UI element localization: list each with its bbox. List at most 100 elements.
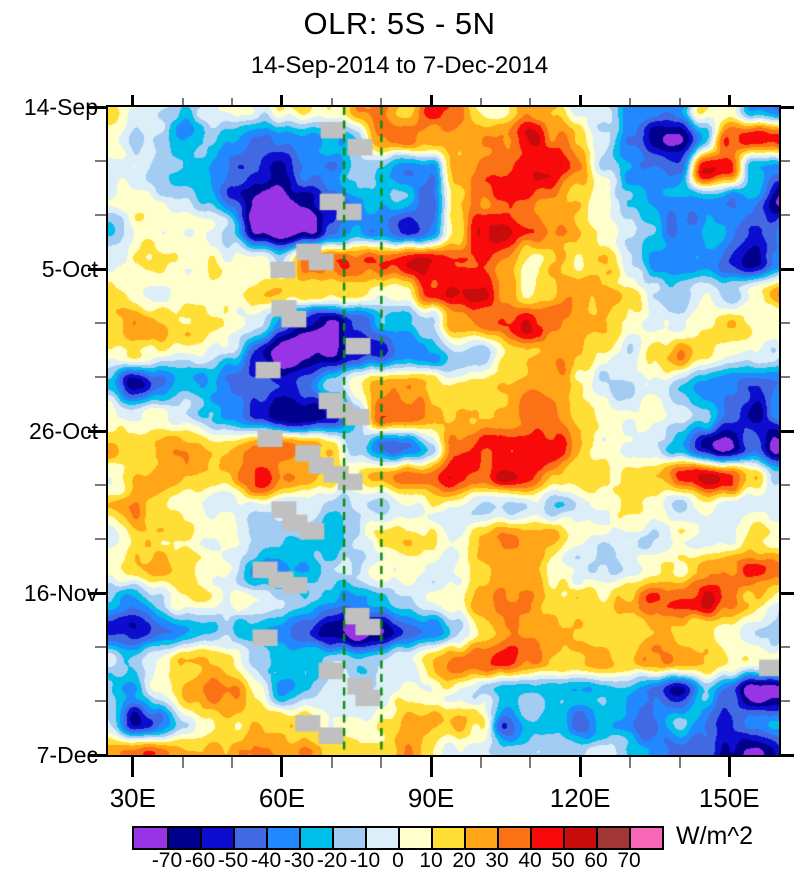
major-tick [88,429,106,433]
colorbar-units-label: W/m^2 [676,822,754,850]
colorbar-cell [464,828,497,848]
colorbar-cell [365,828,398,848]
colorbar-cell [299,828,332,848]
colorbar-tick-label: -70 [151,849,183,869]
minor-tick [781,160,790,162]
minor-tick [479,98,482,105]
minor-tick [781,538,790,540]
minor-tick [181,757,184,768]
major-tick [88,591,106,595]
colorbar [132,826,664,850]
minor-tick [95,160,106,162]
minor-tick [529,98,532,105]
minor-tick [95,700,106,702]
x-tick-label: 120E [549,783,611,813]
minor-tick [781,700,790,702]
y-tick-label: 16-Nov [23,580,98,606]
y-tick-label: 5-Oct [41,256,98,282]
major-tick [88,267,106,271]
colorbar-cell [233,828,266,848]
minor-tick [95,214,106,216]
x-tick-label: 30E [109,783,156,813]
colorbar-tick-label: -50 [217,849,249,869]
colorbar-cell [497,828,530,848]
major-tick [88,105,106,109]
major-tick [88,753,106,757]
minor-tick [231,98,234,105]
colorbar-tick-label: -60 [184,849,216,869]
colorbar-cell [200,828,233,848]
colorbar-cell [134,828,167,848]
minor-tick [95,376,106,378]
minor-tick [95,484,106,486]
major-tick [578,757,582,777]
minor-tick [781,646,790,648]
minor-tick [781,322,790,324]
minor-tick [231,757,234,768]
major-tick [727,95,731,105]
minor-tick [628,757,631,768]
major-tick [781,429,794,433]
plot-frame [106,105,781,757]
olr-contour-field [108,107,779,755]
major-tick [781,267,794,271]
minor-tick [380,98,383,105]
major-tick [429,757,433,777]
minor-tick [181,98,184,105]
major-tick [280,757,284,777]
minor-tick [95,646,106,648]
major-tick [429,95,433,105]
major-tick [781,591,794,595]
major-tick [131,757,135,777]
colorbar-tick-label: 20 [452,849,476,869]
page-subtitle: 14-Sep-2014 to 7-Dec-2014 [250,52,549,79]
minor-tick [678,98,681,105]
minor-tick [95,538,106,540]
colorbar-cell [332,828,365,848]
colorbar-tick-label: -30 [283,849,315,869]
minor-tick [529,757,532,768]
y-tick-label: 26-Oct [28,418,98,444]
minor-tick [479,757,482,768]
major-tick [280,95,284,105]
colorbar-tick-label: 40 [518,849,542,869]
colorbar-cell [629,828,662,848]
x-tick-label: 150E [698,783,760,813]
minor-tick [781,376,790,378]
colorbar-cell [431,828,464,848]
minor-tick [781,484,790,486]
colorbar-cell [167,828,200,848]
colorbar-tick-label: 10 [419,849,443,869]
colorbar-cell [596,828,629,848]
x-tick-label: 60E [258,783,306,813]
colorbar-tick-label: 70 [617,849,641,869]
x-tick-label: 90E [407,783,455,813]
major-tick [781,753,794,757]
major-tick [781,105,794,109]
page-title: OLR: 5S - 5N [303,6,496,41]
colorbar-tick-label: -20 [316,849,348,869]
colorbar-tick-label: -10 [349,849,381,869]
minor-tick [781,214,790,216]
colorbar-cell [563,828,596,848]
colorbar-tick-label: -40 [250,849,282,869]
major-tick [131,95,135,105]
major-tick [727,757,731,777]
colorbar-tick-label: 50 [551,849,575,869]
colorbar-tick-label: 0 [392,849,404,869]
y-tick-label: 14-Sep [23,94,98,120]
major-tick [578,95,582,105]
colorbar-cell [266,828,299,848]
minor-tick [628,98,631,105]
colorbar-cell [530,828,563,848]
minor-tick [380,757,383,768]
colorbar-tick-label: 60 [584,849,608,869]
colorbar-cell [398,828,431,848]
minor-tick [330,757,333,768]
minor-tick [330,98,333,105]
minor-tick [95,322,106,324]
y-tick-label: 7-Dec [36,742,98,768]
colorbar-tick-label: 30 [485,849,509,869]
minor-tick [678,757,681,768]
